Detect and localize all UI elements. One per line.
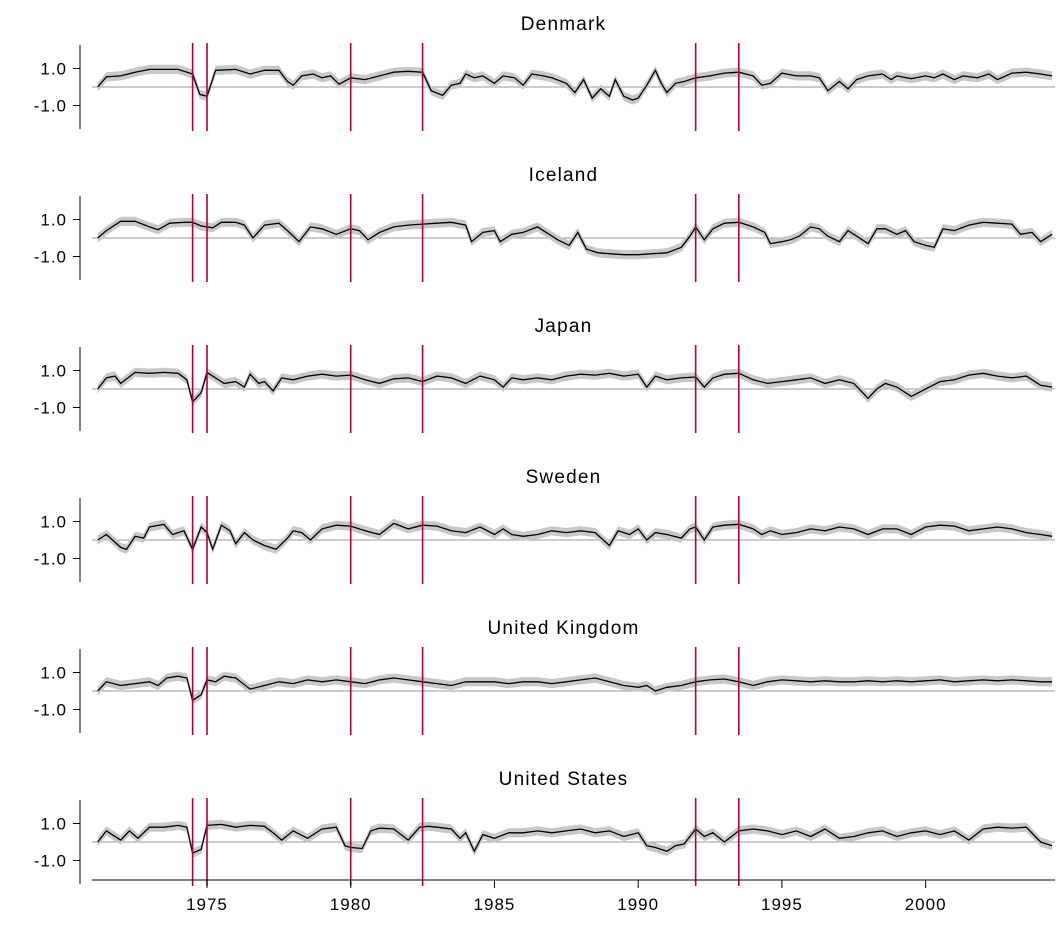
panel-japan: Japan 1.0 -1.0 [34, 316, 1055, 433]
series-line [97, 68, 1053, 101]
confidence-band [97, 518, 1053, 554]
y-tick-label: -1.0 [34, 399, 67, 418]
panel-title: Denmark [521, 14, 606, 35]
confidence-band [97, 819, 1053, 858]
panel-title: Iceland [529, 165, 599, 186]
panel-denmark: Denmark 1.0 -1.0 [34, 14, 1055, 131]
y-tick-label: 1.0 [40, 513, 67, 532]
y-tick-label: -1.0 [34, 248, 67, 267]
panel-united-states: United States 1.0 -1.0 [34, 769, 1055, 886]
x-tick-label: 1975 [186, 895, 228, 914]
panel-united-kingdom: United Kingdom 1.0 -1.0 [34, 618, 1055, 735]
confidence-band [97, 64, 1053, 105]
x-tick-label: 2000 [905, 895, 947, 914]
y-tick-label: 1.0 [40, 362, 67, 381]
x-tick-label: 1985 [474, 895, 516, 914]
y-tick-label: 1.0 [40, 664, 67, 683]
confidence-band [97, 671, 1053, 705]
y-tick-label: -1.0 [34, 550, 67, 569]
y-tick-label: -1.0 [34, 852, 67, 871]
panel-title: United Kingdom [488, 618, 640, 639]
confidence-band [97, 367, 1053, 407]
y-tick-label: 1.0 [40, 815, 67, 834]
y-tick-label: 1.0 [40, 211, 67, 230]
panel-title: United States [499, 769, 629, 790]
panels: Denmark 1.0 -1.0 Iceland 1.0 -1.0 Japan 1.0 -1.0… [34, 14, 1055, 886]
y-tick-label: -1.0 [34, 701, 67, 720]
y-tick-label: -1.0 [34, 97, 67, 116]
x-tick-label: 1990 [617, 895, 659, 914]
x-tick-label: 1995 [761, 895, 803, 914]
panel-title: Japan [535, 316, 593, 337]
series-line [97, 675, 1053, 702]
panel-sweden: Sweden 1.0 -1.0 [34, 467, 1055, 584]
series-line [97, 522, 1053, 552]
panel-title: Sweden [526, 467, 602, 488]
panel-iceland: Iceland 1.0 -1.0 [34, 165, 1055, 282]
series-line [97, 371, 1053, 404]
x-tick-label: 1980 [330, 895, 372, 914]
x-axis: 1975 1980 1985 1990 1995 2000 [92, 879, 1055, 914]
y-tick-label: 1.0 [40, 60, 67, 79]
series-line [97, 823, 1053, 855]
series-line [97, 220, 1053, 256]
